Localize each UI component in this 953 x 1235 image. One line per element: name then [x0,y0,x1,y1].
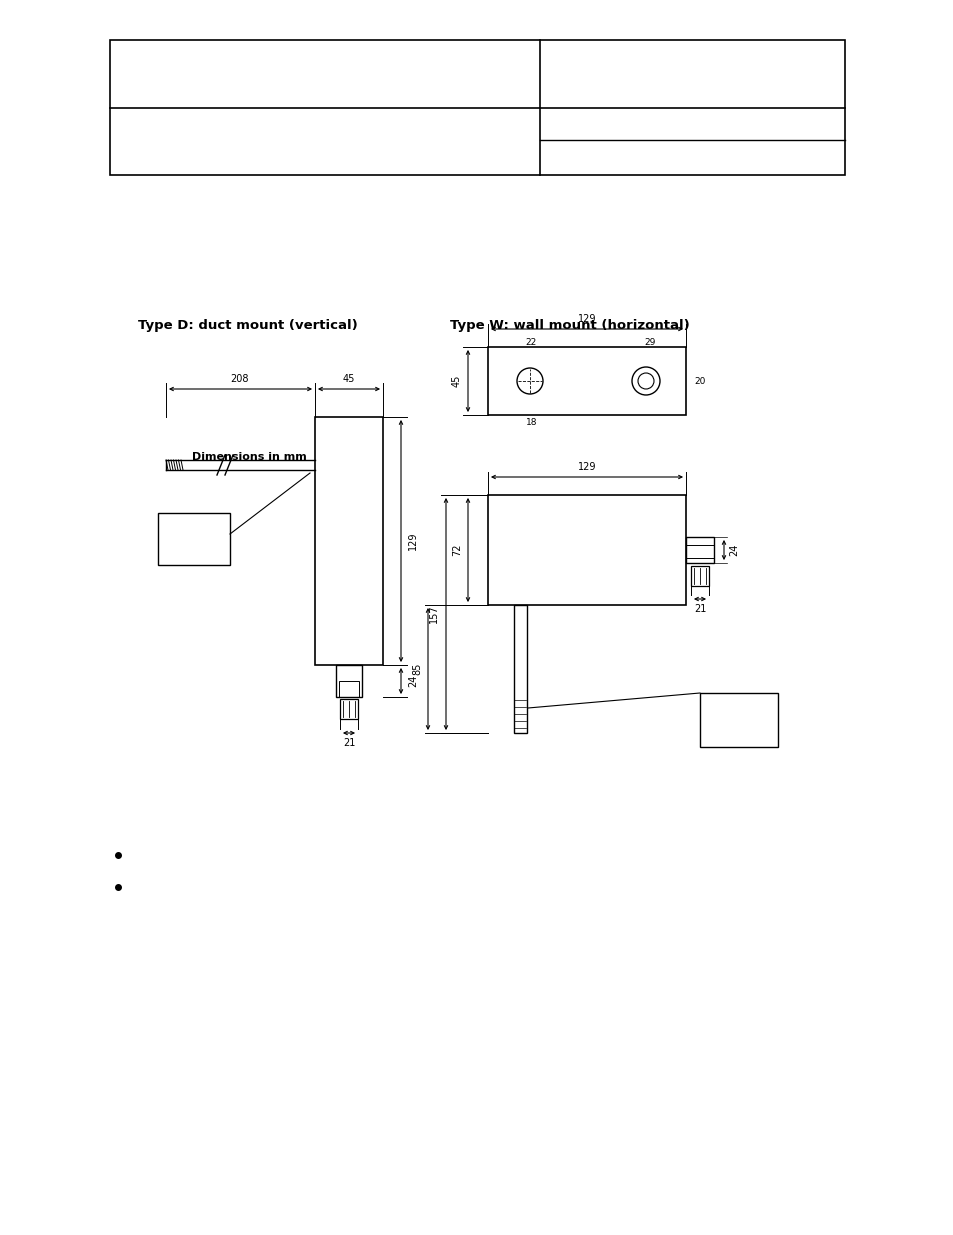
Bar [488,347,685,415]
Text: 20: 20 [693,377,704,385]
Text: 129: 129 [408,532,417,551]
Text: 21: 21 [342,739,355,748]
Text: Type D: duct mount (vertical): Type D: duct mount (vertical) [138,319,357,331]
Text: 29: 29 [643,337,655,347]
Text: Dimensions in mm: Dimensions in mm [192,452,307,462]
Text: 129: 129 [578,314,596,324]
Text: 45: 45 [452,374,461,388]
Text: 85: 85 [412,663,421,676]
Bar [514,605,526,734]
Bar [339,699,357,719]
Bar [314,417,382,664]
Bar [488,495,685,605]
Bar [338,680,358,697]
Text: 22: 22 [524,337,536,347]
Text: 18: 18 [526,417,537,426]
Bar [158,513,230,564]
Text: 24: 24 [728,543,739,556]
Bar [685,545,713,558]
Text: 45: 45 [342,374,355,384]
Bar [685,537,713,563]
Text: 208: 208 [231,374,249,384]
Bar [700,693,778,747]
Text: 157: 157 [429,605,438,624]
Text: Type W: wall mount (horizontal): Type W: wall mount (horizontal) [450,319,689,331]
Text: 21: 21 [693,604,705,614]
Bar [335,664,361,697]
Text: 24: 24 [408,674,417,687]
Bar [690,566,708,585]
Text: 72: 72 [452,543,461,556]
Bar [110,40,844,175]
Text: 129: 129 [578,462,596,472]
